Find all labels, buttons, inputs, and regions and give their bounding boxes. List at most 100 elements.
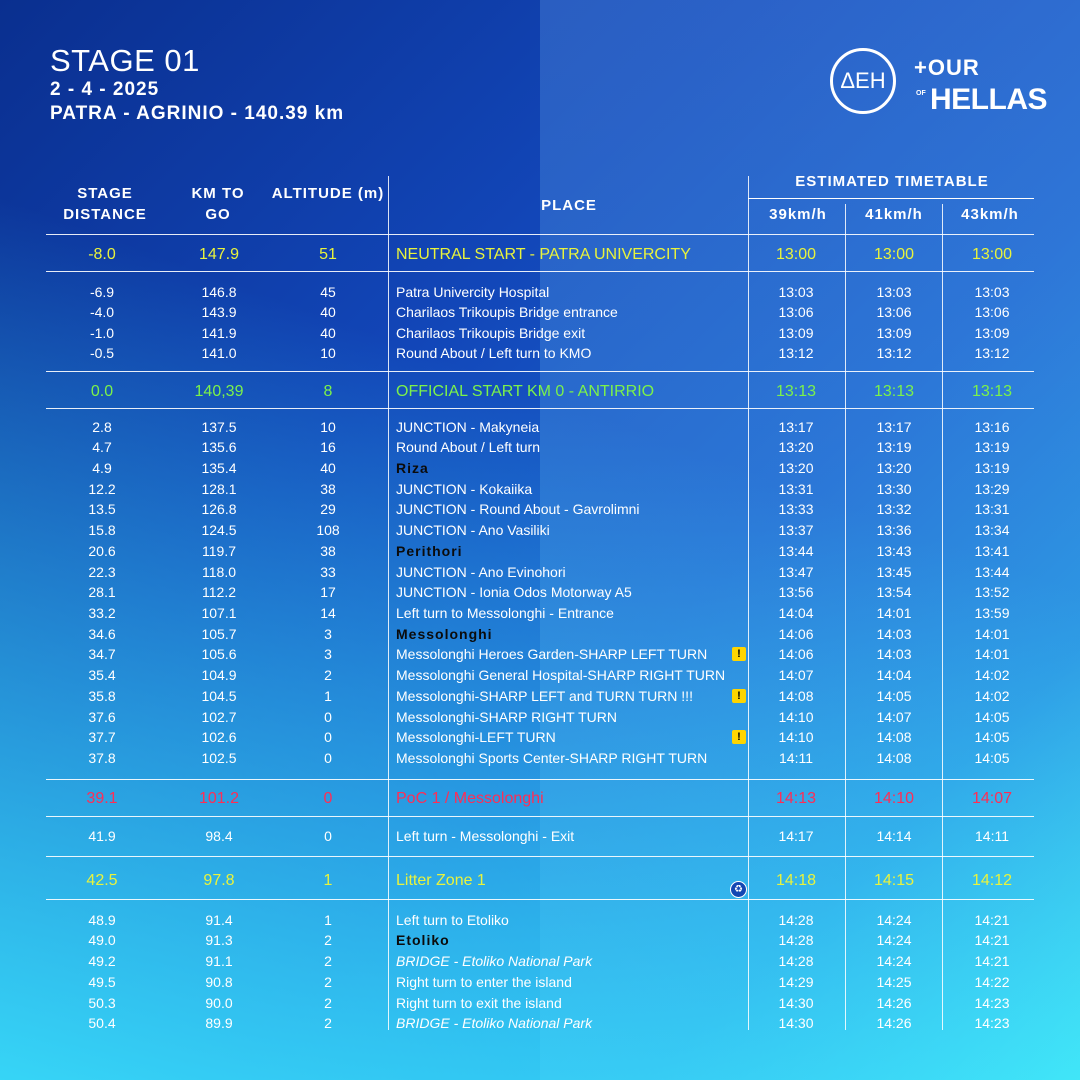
cell-time-39: 13:03 — [778, 284, 814, 300]
cell-altitude: 2 — [324, 953, 332, 969]
cell-km-to-go: 91.4 — [205, 912, 233, 928]
cell-altitude: 0 — [324, 828, 332, 844]
table-row: 34.7 105.6 3 Messolonghi Heroes Garden-SHAR… — [46, 644, 1034, 664]
header-km-to-go: KM TO GO — [191, 185, 245, 223]
cell-place: JUNCTION - Ano Vasiliki — [396, 522, 550, 538]
cell-place: JUNCTION - Ano Evinohori — [396, 564, 566, 580]
cell-km-to-go: 97.8 — [203, 872, 235, 889]
cell-km-to-go: 89.9 — [205, 1015, 233, 1031]
cell-place: Charilaos Trikoupis Bridge exit — [396, 325, 586, 341]
cell-time-41: 14:03 — [876, 646, 912, 662]
cell-time-41: 13:19 — [876, 439, 912, 455]
table-row: 49.2 91.1 2 BRIDGE - Etoliko National Park 1… — [46, 951, 1034, 971]
cell-time-39: 13:13 — [775, 383, 817, 400]
cell-time-43: 13:44 — [974, 564, 1010, 580]
cell-time-39: 13:00 — [775, 246, 817, 263]
table-row: 4.9 135.4 40 Riza 13:20 13:20 13:19 — [46, 458, 1034, 478]
cell-altitude: 10 — [320, 345, 336, 361]
cell-time-41: 14:07 — [876, 709, 912, 725]
cell-stage-distance: 28.1 — [88, 584, 116, 600]
cell-km-to-go: 90.0 — [205, 995, 233, 1011]
table-row: 22.3 118.0 33 JUNCTION - Ano Evinohori 13:47… — [46, 562, 1034, 582]
rule-2 — [46, 271, 1034, 272]
cell-stage-distance: 49.2 — [88, 953, 116, 969]
cell-time-39: 14:18 — [775, 872, 817, 889]
stage-title: STAGE 01 — [50, 43, 200, 78]
cell-time-39: 14:17 — [778, 828, 814, 844]
tour-logo-hellas: HELLAS — [930, 83, 1048, 116]
cell-time-41: 13:09 — [876, 325, 912, 341]
tour-logo-of: OF — [916, 90, 926, 97]
rule-8 — [46, 899, 1034, 900]
cell-time-39: 14:06 — [778, 626, 814, 642]
cell-place: BRIDGE - Etoliko National Park — [396, 1015, 593, 1031]
cell-altitude: 14 — [320, 605, 336, 621]
table-row: 34.6 105.7 3 Messolonghi 14:06 14:03 14:01 — [46, 624, 1034, 644]
table-row: 41.9 98.4 0 Left turn - Messolonghi - Exit 1… — [46, 826, 1034, 846]
cell-place: Messolonghi-LEFT TURN — [396, 729, 556, 745]
cell-place: Round About / Left turn — [396, 439, 540, 455]
cell-place: Perithori — [396, 543, 463, 559]
cell-stage-distance: 4.7 — [92, 439, 112, 455]
cell-altitude: 8 — [323, 383, 333, 400]
cell-time-41: 13:45 — [876, 564, 912, 580]
cell-time-43: 14:11 — [975, 828, 1009, 844]
rule-3 — [46, 371, 1034, 372]
table-row: -1.0 141.9 40 Charilaos Trikoupis Bridge ex… — [46, 323, 1034, 343]
cell-time-39: 14:30 — [778, 1015, 814, 1031]
cell-stage-distance: -6.9 — [89, 284, 115, 300]
cell-time-43: 13:19 — [974, 460, 1010, 476]
header-speed-39: 39km/h — [769, 206, 827, 223]
table-row: -6.9 146.8 45 Patra Univercity Hospital 13:0… — [46, 282, 1034, 302]
cell-km-to-go: 128.1 — [201, 481, 237, 497]
cell-place: Messolonghi-SHARP LEFT and TURN TURN !!! — [396, 688, 693, 704]
cell-stage-distance: 15.8 — [88, 522, 116, 538]
cell-time-43: 13:59 — [974, 605, 1010, 621]
sponsor-logos: ΔΕΗ +OUR OF HELLAS — [830, 48, 1048, 122]
cell-stage-distance: 34.6 — [88, 626, 116, 642]
cell-time-39: 13:12 — [778, 345, 814, 361]
header-stage-distance: STAGE DISTANCE — [63, 185, 147, 223]
cell-time-41: 14:24 — [876, 932, 912, 948]
cell-altitude: 17 — [320, 584, 336, 600]
cell-time-43: 13:19 — [974, 439, 1010, 455]
cell-time-41: 13:06 — [876, 304, 912, 320]
cell-stage-distance: 37.7 — [88, 729, 116, 745]
cell-place: Charilaos Trikoupis Bridge entrance — [396, 304, 618, 320]
header-place: PLACE — [541, 197, 597, 214]
cell-time-39: 13:06 — [778, 304, 814, 320]
cell-place: OFFICIAL START KM 0 - ANTIRRIO — [396, 383, 655, 400]
rule-6 — [46, 816, 1034, 817]
cell-time-43: 13:00 — [971, 246, 1013, 263]
cell-km-to-go: 105.7 — [201, 626, 237, 642]
header-altitude: ALTITUDE (m) — [271, 185, 385, 202]
cell-time-41: 13:03 — [876, 284, 912, 300]
cell-place: JUNCTION - Makyneia — [396, 419, 540, 435]
cell-stage-distance: 49.0 — [88, 932, 116, 948]
cell-time-39: 14:10 — [778, 729, 814, 745]
cell-stage-distance: 34.7 — [88, 646, 116, 662]
cell-km-to-go: 147.9 — [198, 246, 240, 263]
cell-altitude: 45 — [320, 284, 336, 300]
cell-km-to-go: 135.4 — [201, 460, 237, 476]
cell-altitude: 3 — [324, 626, 332, 642]
table-row: -4.0 143.9 40 Charilaos Trikoupis Bridge en… — [46, 302, 1034, 322]
cell-km-to-go: 104.5 — [201, 688, 237, 704]
cell-km-to-go: 112.2 — [202, 584, 236, 600]
cell-place: PoC 1 / Messolonghi — [396, 790, 544, 807]
cell-km-to-go: 107.1 — [201, 605, 237, 621]
table-row: 42.5 97.8 1 Litter Zone 1 14:18 14:15 14:12 ♻ — [46, 869, 1034, 898]
warning-icon: ! — [732, 647, 746, 661]
cell-time-41: 14:26 — [876, 1015, 912, 1031]
header-speed-43: 43km/h — [961, 206, 1019, 223]
cell-km-to-go: 137.5 — [201, 419, 237, 435]
cell-time-39: 13:17 — [778, 419, 814, 435]
cell-time-39: 14:28 — [778, 912, 814, 928]
table-row: 12.2 128.1 38 JUNCTION - Kokaiika 13:31 13:30… — [46, 479, 1034, 499]
cell-stage-distance: 39.1 — [86, 790, 118, 807]
cell-place: Messolonghi General Hospital-SHARP RIGHT… — [396, 667, 726, 683]
cell-stage-distance: 13.5 — [88, 501, 116, 517]
cell-time-39: 13:56 — [778, 584, 814, 600]
cell-time-39: 13:20 — [778, 439, 814, 455]
cell-km-to-go: 119.7 — [202, 543, 236, 559]
